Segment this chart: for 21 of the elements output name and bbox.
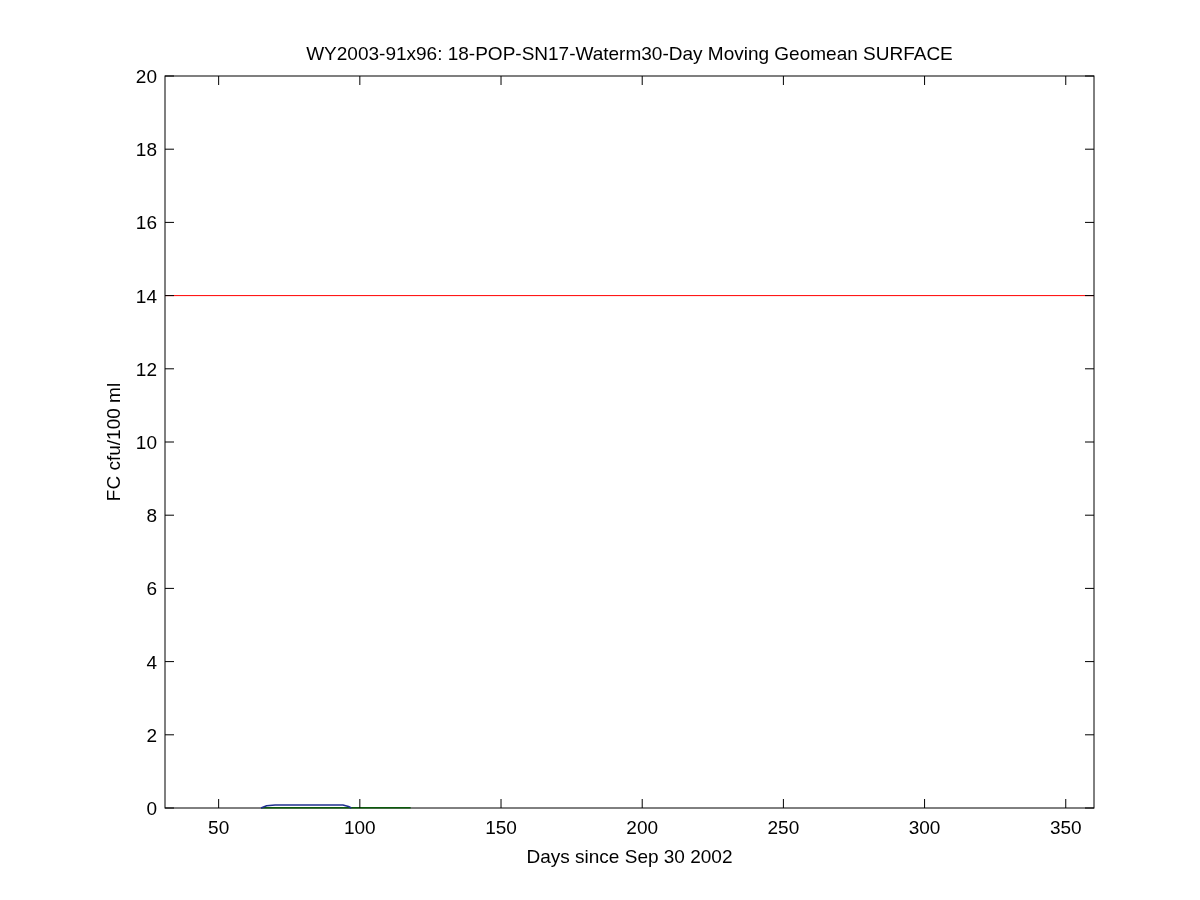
y-tick-label: 16: [135, 212, 157, 234]
x-tick-label: 50: [208, 817, 230, 838]
x-tick-label: 200: [626, 817, 659, 838]
x-tick-label: 100: [343, 817, 376, 838]
y-tick-label: 12: [135, 358, 157, 380]
y-tick-label: 4: [146, 651, 158, 673]
y-axis-title: FC cfu/100 ml: [103, 382, 124, 502]
x-axis-title: Days since Sep 30 2002: [526, 846, 733, 867]
y-tick-label: 14: [135, 285, 158, 307]
y-tick-label: 8: [146, 505, 157, 527]
y-tick-label: 2: [146, 724, 157, 746]
y-tick-label: 10: [135, 432, 157, 453]
y-tick-label: 20: [135, 66, 157, 87]
y-tick-label: 6: [146, 578, 157, 600]
x-tick-label: 250: [767, 817, 800, 838]
x-tick-label: 150: [485, 817, 517, 838]
x-tick-label: 350: [1049, 817, 1082, 838]
x-tick-label: 300: [908, 817, 941, 838]
y-tick-label: 0: [146, 798, 157, 819]
y-tick-label: 18: [135, 139, 157, 161]
chart-title: WY2003-91x96: 18-POP-SN17-Waterm30-Day Moving Geomean SURFACE: [306, 43, 953, 64]
